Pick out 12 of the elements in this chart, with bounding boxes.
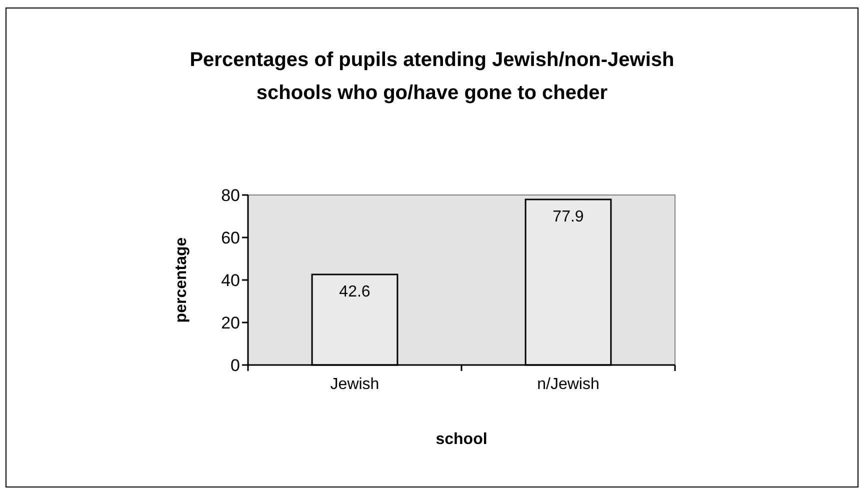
chart-title: Percentages of pupils atending Jewish/non-Jewish schools who go/have gone to cheder — [190, 49, 674, 104]
y-tick-label: 60 — [221, 228, 240, 248]
x-tick-label: n/Jewish — [537, 376, 600, 393]
y-tick-label: 80 — [221, 186, 240, 205]
data-label: 77.9 — [552, 208, 584, 226]
x-axis-title: school — [436, 431, 488, 448]
data-label: 42.6 — [339, 283, 370, 300]
y-tick-label: 0 — [230, 356, 240, 375]
y-tick-label: 40 — [221, 270, 240, 290]
y-tick-label: 20 — [221, 313, 240, 332]
y-axis-title: percentage — [173, 237, 190, 323]
x-tick-label: Jewish — [330, 376, 380, 393]
